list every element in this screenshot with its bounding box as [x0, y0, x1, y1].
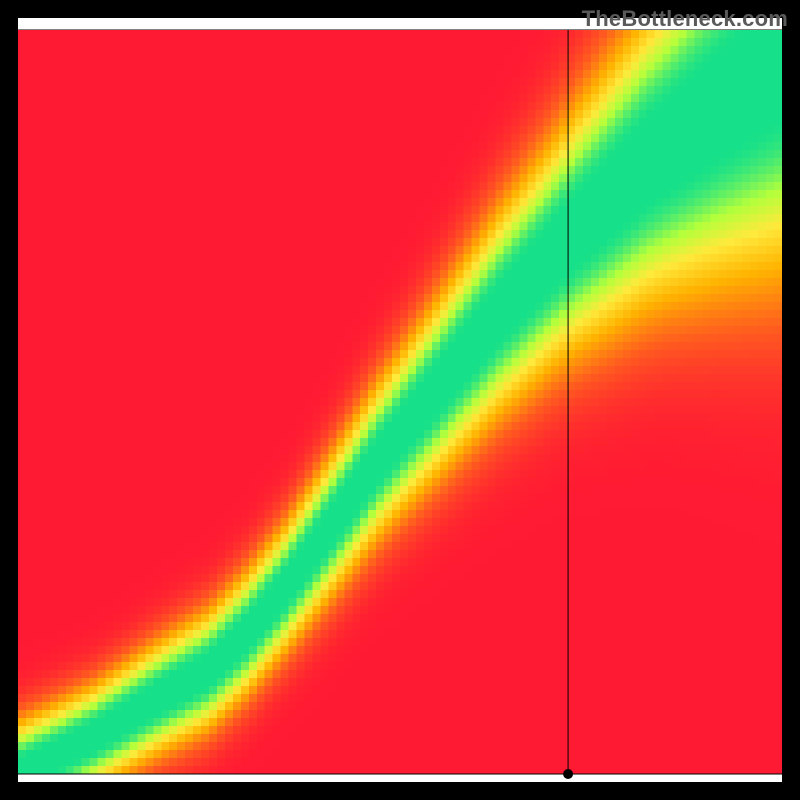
- heatmap-canvas: [18, 30, 782, 774]
- watermark-text: TheBottleneck.com: [582, 6, 788, 32]
- chart-container: TheBottleneck.com: [0, 0, 800, 800]
